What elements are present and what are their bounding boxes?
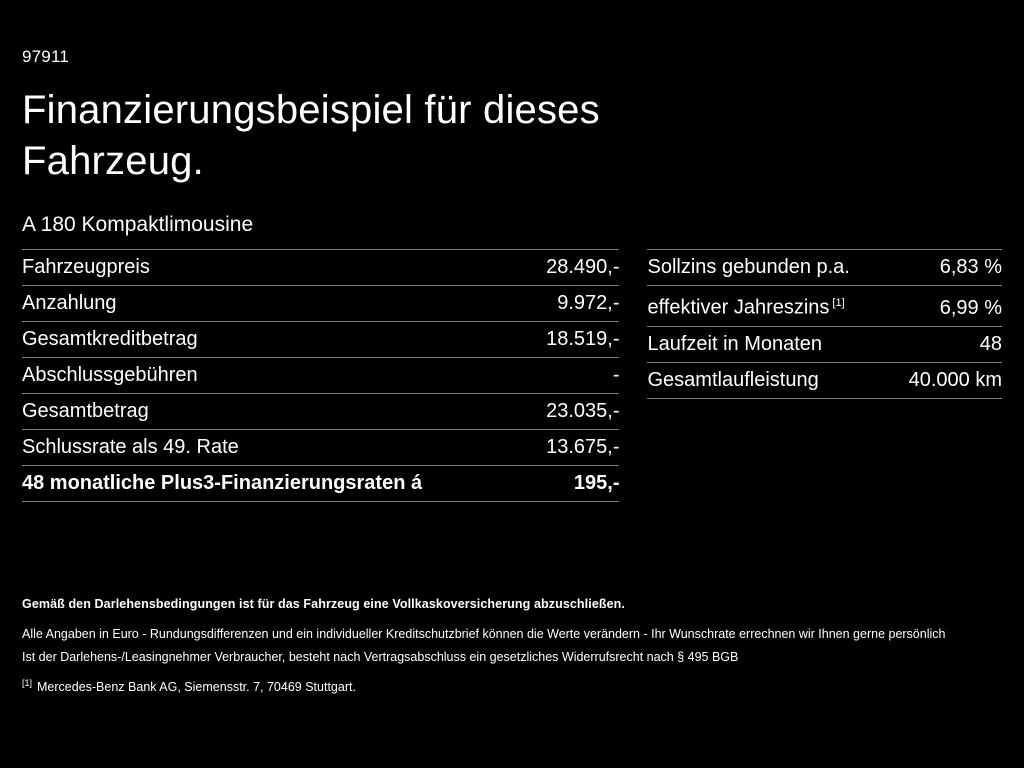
footnote-reference: [1] xyxy=(832,297,845,310)
row-value: - xyxy=(612,364,620,387)
table-row: Abschlussgebühren - xyxy=(22,358,620,395)
vehicle-model-subtitle: A 180 Kompaktlimousine xyxy=(22,213,254,237)
disclaimer-line-1: Alle Angaben in Euro - Rundungsdifferenz… xyxy=(22,627,946,641)
table-row: Gesamtbetrag 23.035,- xyxy=(22,394,620,431)
table-row: Laufzeit in Monaten 48 xyxy=(647,327,1002,364)
footnote-marker: [1] xyxy=(22,678,33,688)
row-label: Laufzeit in Monaten xyxy=(647,333,823,356)
row-value: 6,83 % xyxy=(939,256,1002,279)
financing-table-right: Sollzins gebunden p.a. 6,83 % effektiver… xyxy=(647,249,1002,400)
page-title: Finanzierungsbeispiel für dieses Fahrzeu… xyxy=(22,88,600,184)
row-label: 48 monatliche Plus3-Finanzierungsraten á xyxy=(22,472,423,495)
table-row: Anzahlung 9.972,- xyxy=(22,286,620,323)
row-label: Fahrzeugpreis xyxy=(22,256,150,279)
footnote-text: Mercedes-Benz Bank AG, Siemensstr. 7, 70… xyxy=(37,680,356,695)
row-label: effektiver Jahreszins [1] xyxy=(647,297,845,320)
row-label: Gesamtkreditbetrag xyxy=(22,328,198,351)
row-value: 28.490,- xyxy=(546,256,620,279)
row-value: 195,- xyxy=(573,472,620,495)
table-row-monthly-rate: 48 monatliche Plus3-Finanzierungsraten á… xyxy=(22,466,620,503)
row-value: 13.675,- xyxy=(546,436,620,459)
row-label: Sollzins gebunden p.a. xyxy=(647,256,850,279)
row-value: 48 xyxy=(979,333,1002,356)
table-row: effektiver Jahreszins [1] 6,99 % xyxy=(647,286,1002,328)
table-row: Sollzins gebunden p.a. 6,83 % xyxy=(647,250,1002,287)
row-value: 18.519,- xyxy=(546,328,620,351)
row-value: 9.972,- xyxy=(557,292,620,315)
legal-footer: Gemäß den Darlehensbedingungen ist für d… xyxy=(22,597,1002,694)
bank-footnote: [1] Mercedes-Benz Bank AG, Siemensstr. 7,… xyxy=(22,678,1002,694)
row-label: Gesamtlaufleistung xyxy=(647,369,819,392)
financing-table-left: Fahrzeugpreis 28.490,- Anzahlung 9.972,-… xyxy=(22,249,620,503)
table-row: Schlussrate als 49. Rate 13.675,- xyxy=(22,430,620,467)
row-label: Abschlussgebühren xyxy=(22,364,198,387)
row-value: 23.035,- xyxy=(546,400,620,423)
row-label: Anzahlung xyxy=(22,292,117,315)
table-row: Gesamtlaufleistung 40.000 km xyxy=(647,363,1002,400)
row-label: Schlussrate als 49. Rate xyxy=(22,436,239,459)
insurance-note: Gemäß den Darlehensbedingungen ist für d… xyxy=(22,597,625,611)
document-number: 97911 xyxy=(22,47,70,66)
table-row: Fahrzeugpreis 28.490,- xyxy=(22,250,620,287)
financing-tables: Fahrzeugpreis 28.490,- Anzahlung 9.972,-… xyxy=(22,249,1002,503)
table-row: Gesamtkreditbetrag 18.519,- xyxy=(22,322,620,359)
row-label: Gesamtbetrag xyxy=(22,400,149,423)
disclaimer-line-2: Ist der Darlehens-/Leasingnehmer Verbrau… xyxy=(22,650,739,664)
row-value: 40.000 km xyxy=(908,369,1002,392)
row-value: 6,99 % xyxy=(939,297,1002,320)
